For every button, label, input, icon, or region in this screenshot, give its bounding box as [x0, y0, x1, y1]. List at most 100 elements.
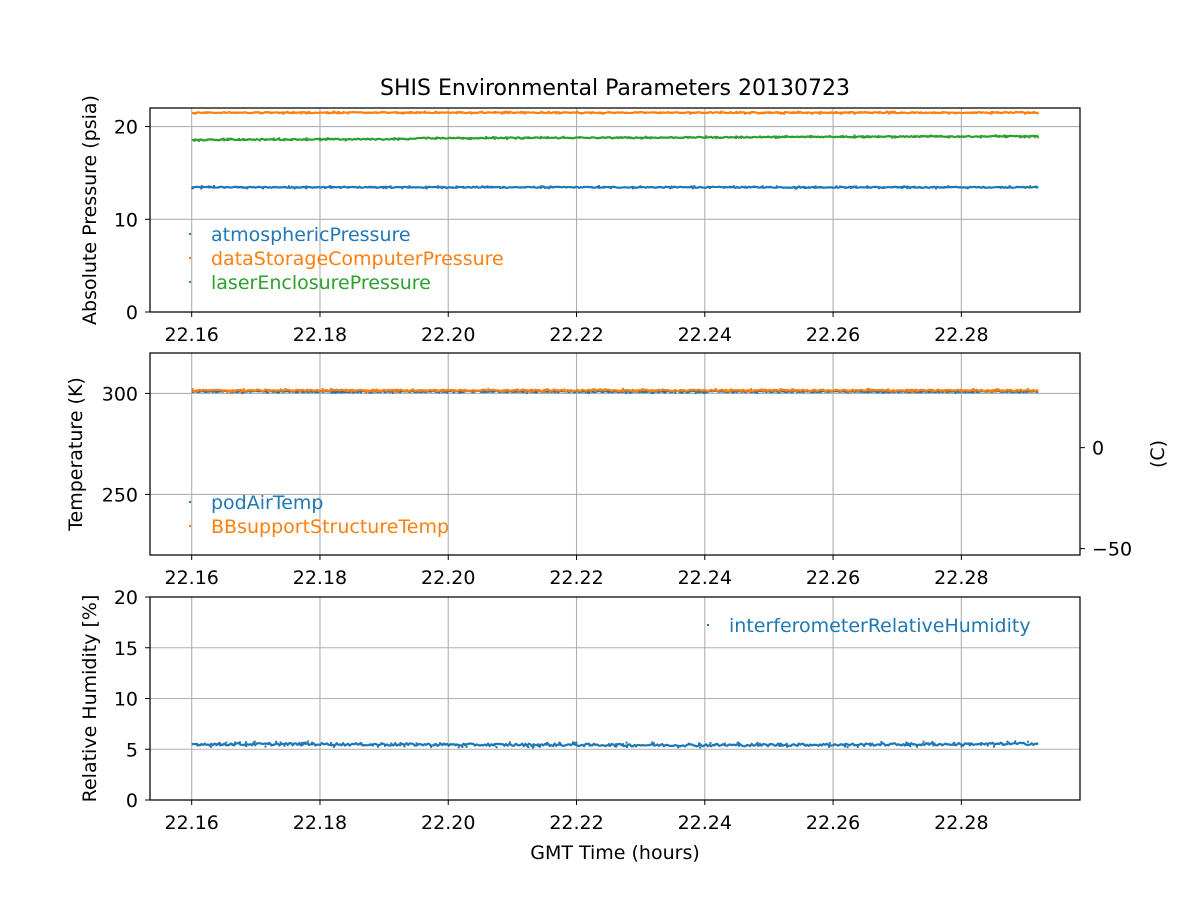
- series-group: [191, 740, 1039, 749]
- data-point: [992, 389, 995, 392]
- data-point: [699, 743, 702, 746]
- data-point: [1011, 391, 1014, 394]
- data-point: [389, 185, 392, 188]
- data-point: [317, 390, 320, 393]
- data-point: [305, 137, 308, 140]
- data-point: [225, 741, 228, 744]
- legend-label: BBsupportStructureTemp: [211, 516, 449, 538]
- data-point: [370, 744, 373, 747]
- data-point: [316, 389, 319, 392]
- y-tick-label: 250: [102, 484, 138, 506]
- data-point: [753, 185, 756, 188]
- data-point: [911, 388, 914, 391]
- data-point: [704, 135, 707, 138]
- data-point: [350, 390, 353, 393]
- data-point: [587, 391, 590, 394]
- data-point: [339, 186, 342, 189]
- data-point: [440, 185, 443, 188]
- data-point: [945, 390, 948, 393]
- data-point: [853, 136, 856, 139]
- data-point: [558, 741, 561, 744]
- data-point: [641, 388, 644, 391]
- data-point: [650, 392, 653, 395]
- data-point: [890, 390, 893, 393]
- chart-title: SHIS Environmental Parameters 20130723: [380, 76, 850, 101]
- data-point: [451, 388, 454, 391]
- data-point: [305, 187, 308, 190]
- data-point: [568, 136, 571, 139]
- data-point: [384, 389, 387, 392]
- data-point: [382, 138, 385, 141]
- data-point: [194, 139, 197, 142]
- data-point: [646, 390, 649, 393]
- right-y-tick-label: 0: [1092, 438, 1104, 460]
- data-point: [909, 745, 912, 748]
- data-point: [807, 186, 810, 189]
- data-point: [453, 389, 456, 392]
- data-point: [622, 745, 625, 748]
- data-point: [1013, 135, 1016, 138]
- data-point: [863, 136, 866, 139]
- data-point: [888, 135, 891, 138]
- x-tick-label: 22.22: [549, 567, 603, 589]
- data-point: [997, 134, 1000, 137]
- data-point: [544, 186, 547, 189]
- data-point: [319, 139, 322, 142]
- data-point: [601, 112, 604, 115]
- data-point: [467, 137, 470, 140]
- data-point: [796, 744, 799, 747]
- data-point: [756, 391, 759, 394]
- data-point: [325, 138, 328, 141]
- data-point: [280, 389, 283, 392]
- data-point: [690, 185, 693, 188]
- data-point: [756, 741, 759, 744]
- data-point: [371, 744, 374, 747]
- data-point: [809, 744, 812, 747]
- data-point: [668, 187, 671, 190]
- data-point: [870, 390, 873, 393]
- data-point: [262, 187, 265, 190]
- data-point: [363, 390, 366, 393]
- data-point: [303, 186, 306, 189]
- series-interferometerRelativeHumidity: [191, 740, 1039, 749]
- data-point: [608, 186, 611, 189]
- data-point: [374, 185, 377, 188]
- data-point: [324, 187, 327, 190]
- data-point: [906, 187, 909, 190]
- data-point: [231, 743, 234, 746]
- data-point: [753, 389, 756, 392]
- data-point: [356, 389, 359, 392]
- data-point: [877, 135, 880, 137]
- data-point: [446, 391, 449, 394]
- data-point: [527, 746, 530, 749]
- data-point: [232, 390, 235, 393]
- data-point: [1009, 134, 1012, 137]
- data-point: [500, 390, 503, 393]
- legend-label: laserEnclosurePressure: [211, 272, 431, 294]
- data-point: [196, 390, 199, 393]
- series-group: [191, 387, 1039, 395]
- data-point: [863, 110, 866, 113]
- data-point: [990, 390, 993, 393]
- data-point: [401, 187, 404, 190]
- data-point: [299, 389, 302, 392]
- data-point: [266, 391, 269, 394]
- legend-marker: [707, 624, 709, 626]
- data-point: [1029, 185, 1032, 188]
- data-point: [505, 110, 508, 113]
- data-point: [813, 187, 816, 190]
- data-point: [347, 112, 350, 115]
- data-point: [415, 112, 418, 115]
- series-line: [191, 741, 1039, 748]
- data-point: [506, 136, 509, 139]
- data-point: [519, 186, 522, 189]
- data-point: [1023, 135, 1026, 138]
- data-point: [909, 187, 912, 190]
- data-point: [929, 134, 932, 137]
- data-point: [955, 185, 958, 188]
- series-dataStorageComputerPressure: [191, 110, 1039, 115]
- data-point: [542, 112, 545, 115]
- data-point: [880, 741, 883, 744]
- data-point: [819, 112, 822, 115]
